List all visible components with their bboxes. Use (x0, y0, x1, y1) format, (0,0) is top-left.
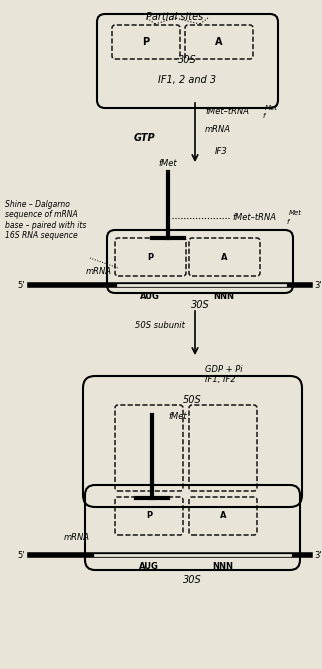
Text: 50S subunit: 50S subunit (135, 320, 185, 330)
Text: A: A (215, 37, 223, 47)
Text: IF3: IF3 (215, 147, 228, 157)
Text: 30S: 30S (191, 300, 209, 310)
Text: AUG: AUG (140, 292, 160, 301)
Text: P: P (142, 37, 149, 47)
Text: A: A (221, 252, 227, 262)
Text: mRNA: mRNA (86, 268, 112, 276)
Text: 3': 3' (314, 280, 322, 290)
Text: P: P (147, 252, 153, 262)
Text: 30S: 30S (178, 55, 196, 65)
Text: 3': 3' (314, 551, 322, 559)
Text: NNN: NNN (213, 292, 234, 301)
Text: fMet: fMet (168, 412, 187, 421)
Text: fMet: fMet (159, 159, 177, 168)
Text: Shine – Dalgarno
sequence of mRNA
base – paired with its
16S RNA sequence: Shine – Dalgarno sequence of mRNA base –… (5, 200, 86, 240)
Text: 30S: 30S (183, 575, 201, 585)
Text: IF1, 2 and 3: IF1, 2 and 3 (158, 75, 216, 85)
Text: f: f (263, 113, 266, 119)
Text: fMet–tRNA: fMet–tRNA (205, 108, 249, 116)
Text: 5': 5' (17, 551, 25, 559)
Text: 50S: 50S (183, 395, 201, 405)
Text: Partial sites: Partial sites (147, 12, 204, 22)
Text: f: f (287, 219, 289, 225)
Text: mRNA: mRNA (64, 533, 90, 543)
Text: mRNA: mRNA (205, 126, 231, 134)
Text: 5': 5' (17, 280, 25, 290)
Text: fMet–tRNA: fMet–tRNA (232, 213, 276, 223)
Text: GDP + Pi
IF1, IF2: GDP + Pi IF1, IF2 (205, 365, 242, 385)
Text: Met: Met (289, 210, 302, 216)
Text: GTP: GTP (133, 133, 155, 143)
Text: NNN: NNN (213, 562, 233, 571)
Text: P: P (146, 512, 152, 520)
Text: AUG: AUG (139, 562, 159, 571)
Text: Met: Met (265, 105, 278, 111)
Text: A: A (220, 512, 226, 520)
